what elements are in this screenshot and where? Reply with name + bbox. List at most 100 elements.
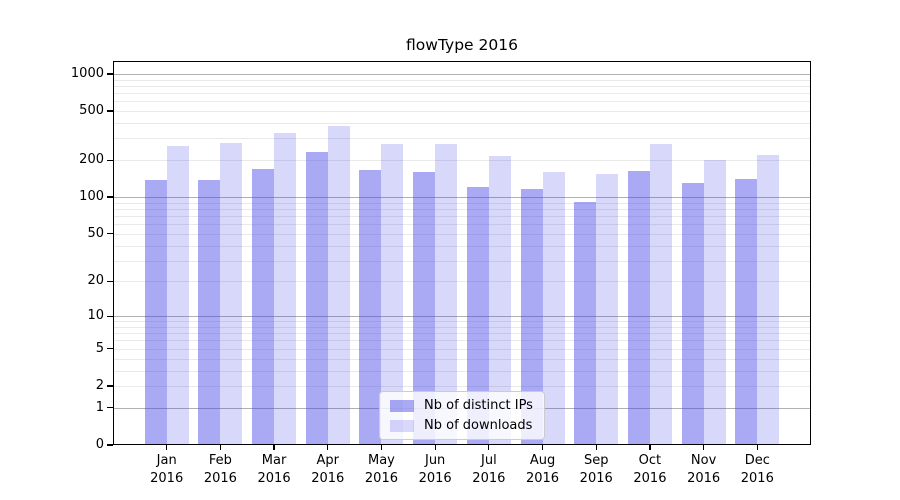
bar-nb-of-distinct-ips-apr (305, 151, 328, 445)
x-tick-label: May 2016 (350, 452, 412, 487)
x-tick-label-line: 2016 (257, 470, 291, 486)
x-tick-label-line: Jul (481, 453, 497, 468)
x-tick-mark (273, 445, 275, 450)
x-tick-label: Feb 2016 (189, 452, 251, 487)
x-tick-label-line: Jun (424, 453, 446, 468)
bars-layer (113, 61, 811, 445)
x-tick-label: Aug 2016 (512, 452, 574, 487)
y-tick-mark (107, 280, 113, 283)
x-tick-mark (166, 445, 168, 450)
gridline-minor (113, 93, 811, 95)
grid-layer (113, 61, 811, 445)
y-tick-mark (107, 385, 113, 387)
y-tick-label: 10 (87, 308, 104, 324)
y-tick-label: 1 (95, 399, 104, 415)
legend-label-downloads: Nb of downloads (424, 418, 533, 433)
x-tick-mark (649, 445, 651, 450)
x-tick-label-line: 2016 (633, 470, 667, 486)
x-tick-label-line: 2016 (472, 470, 506, 486)
x-tick-label-line: Sep (583, 453, 609, 468)
gridline-major (113, 316, 811, 318)
y-tick-mark (107, 73, 113, 75)
bar-nb-of-downloads-oct (649, 144, 672, 445)
x-tick-label-line: Oct (638, 453, 662, 468)
bar-nb-of-distinct-ips-mar (252, 169, 275, 445)
y-tick-label: 0 (95, 437, 104, 452)
x-tick-label-line: 2016 (203, 470, 237, 486)
x-tick-label-line: 2016 (579, 470, 613, 486)
x-tick-label-line: Dec (744, 453, 770, 468)
y-tick-mark (107, 196, 113, 198)
gridline-major (113, 197, 811, 199)
gridline-minor (113, 370, 811, 372)
legend-label-distinct-ips: Nb of distinct IPs (424, 398, 533, 413)
bar-nb-of-downloads-aug (542, 171, 565, 445)
y-tick-mark (107, 110, 113, 112)
gridline-minor (113, 233, 811, 235)
x-tick-label-line: May (368, 453, 395, 468)
x-tick-label-line: 2016 (687, 470, 721, 486)
x-tick-label: Nov 2016 (673, 452, 735, 487)
x-tick-label: Apr 2016 (297, 452, 359, 487)
x-tick-mark (541, 445, 544, 450)
x-tick-mark (756, 445, 758, 450)
gridline-minor (113, 138, 811, 140)
y-tick-label: 100 (79, 189, 104, 205)
x-tick-label-line: 2016 (311, 470, 345, 486)
x-tick-label-line: Aug (529, 453, 556, 468)
gridline-minor (113, 101, 811, 103)
gridline-minor (113, 202, 811, 204)
x-tick-mark (219, 445, 222, 450)
y-tick-mark (107, 315, 113, 317)
x-tick-label-line: 2016 (525, 470, 560, 486)
bar-nb-of-downloads-may (381, 143, 404, 445)
gridline-minor (113, 224, 811, 226)
gridline-minor (113, 216, 811, 218)
x-tick-label: Oct 2016 (619, 452, 681, 487)
bar-nb-of-downloads-jul (488, 156, 511, 445)
x-tick-label: Jun 2016 (404, 452, 466, 487)
gridline-minor (113, 208, 811, 210)
x-tick-mark (380, 445, 383, 450)
x-tick-label: Dec 2016 (726, 452, 788, 487)
x-tick-mark (702, 445, 705, 450)
y-tick-mark (107, 159, 113, 161)
legend-swatch-downloads (390, 419, 414, 432)
y-tick-label: 2 (95, 377, 104, 393)
bar-nb-of-distinct-ips-sep (574, 202, 597, 445)
y-tick-label: 5 (95, 340, 104, 356)
x-tick-label-line: Mar (261, 453, 287, 468)
bar-nb-of-downloads-mar (274, 132, 297, 445)
bar-nb-of-distinct-ips-oct (627, 171, 650, 445)
gridline-minor (113, 123, 811, 125)
x-tick-label: Mar 2016 (243, 452, 305, 487)
y-tick-label: 1000 (70, 65, 104, 81)
bar-nb-of-distinct-ips-jul (466, 186, 489, 445)
bar-nb-of-downloads-feb (220, 142, 243, 445)
bar-nb-of-distinct-ips-nov (681, 183, 704, 445)
gridline-minor (113, 111, 811, 113)
legend-swatch-distinct-ips (390, 399, 414, 412)
gridline-minor (113, 340, 811, 342)
bar-nb-of-distinct-ips-may (359, 170, 382, 445)
y-tick-label: 500 (79, 103, 104, 119)
y-tick-mark (107, 348, 113, 350)
bar-nb-of-distinct-ips-aug (520, 188, 543, 445)
legend-item-downloads: Nb of downloads (390, 418, 533, 433)
x-tick-label-line: 2016 (150, 470, 184, 486)
y-tick-mark (107, 233, 113, 235)
gridline-minor (113, 358, 811, 360)
y-tick-label: 20 (87, 273, 104, 289)
x-tick-mark (434, 445, 436, 450)
bar-nb-of-downloads-jun (435, 143, 458, 445)
bar-nb-of-distinct-ips-feb (198, 180, 221, 445)
gridline-minor (113, 245, 811, 247)
y-tick-mark (107, 407, 113, 409)
x-tick-mark (327, 445, 329, 450)
chart-title: flowType 2016 (406, 36, 518, 54)
gridline-minor (113, 348, 811, 350)
x-tick-label-line: 2016 (740, 470, 774, 486)
y-tick-mark (107, 444, 113, 446)
x-tick-label-line: Apr (316, 453, 340, 468)
plot-area (113, 61, 811, 445)
